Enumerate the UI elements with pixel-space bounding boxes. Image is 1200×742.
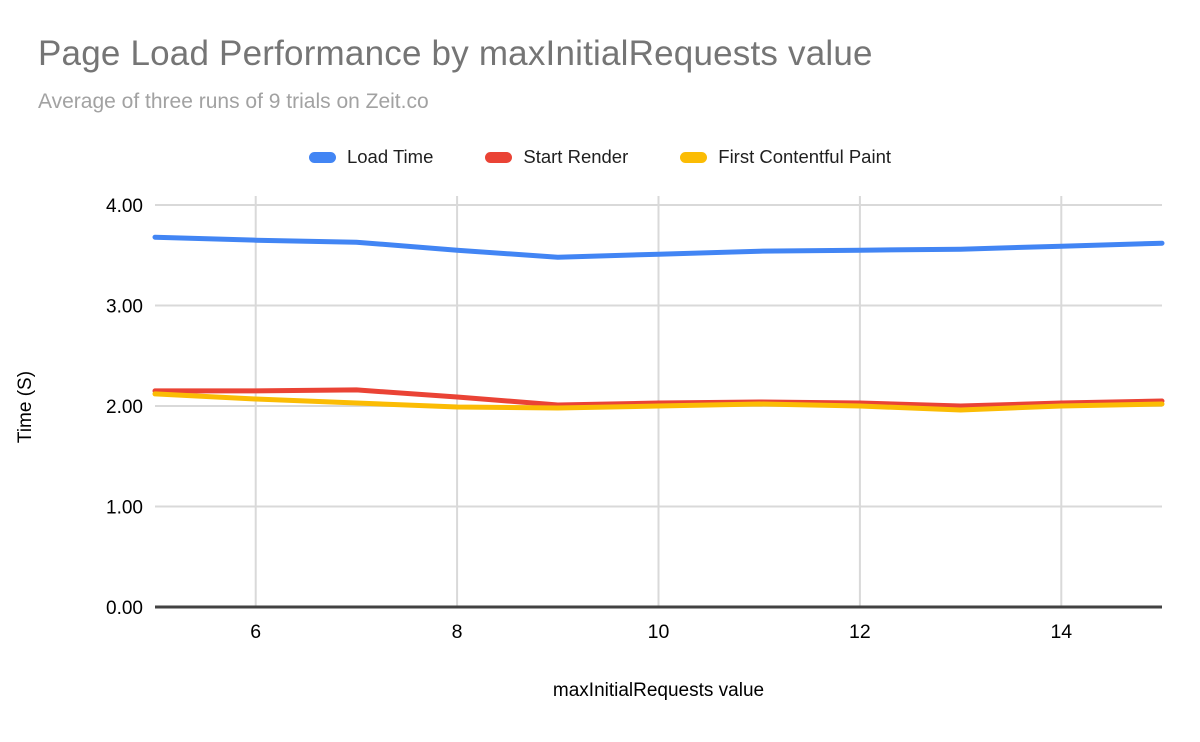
y-tick-label: 2.00 — [106, 397, 143, 418]
legend-swatch-icon — [485, 151, 513, 163]
y-tick-label: 4.00 — [106, 196, 143, 217]
y-tick-label: 1.00 — [106, 498, 143, 519]
y-tick-label: 3.00 — [106, 297, 143, 318]
legend-item-start-render: Start Render — [485, 146, 628, 168]
y-axis-title: Time (S) — [15, 370, 36, 444]
legend-label: First Contentful Paint — [718, 146, 892, 167]
y-tick-label: 0.00 — [106, 598, 143, 619]
legend-label: Start Render — [523, 146, 629, 167]
chart-title: Page Load Performance by maxInitialReque… — [38, 34, 873, 73]
legend-label: Load Time — [346, 146, 434, 167]
x-axis-title: maxInitialRequests value — [552, 680, 765, 701]
legend: Load Time Start Render First Contentful Pa… — [0, 143, 1200, 171]
legend-swatch-icon — [680, 151, 708, 163]
series-line-first-contentful-paint — [152, 391, 1165, 413]
legend-swatch-icon — [308, 151, 336, 163]
x-tick-label: 12 — [849, 621, 871, 643]
x-tick-label: 14 — [1050, 621, 1072, 643]
series-line-load-time — [152, 234, 1165, 260]
series-line-start-render — [152, 387, 1165, 409]
x-tick-label: 10 — [648, 621, 670, 643]
x-tick-label: 8 — [452, 621, 463, 643]
legend-item-load-time: Load Time — [308, 146, 434, 168]
x-tick-label: 6 — [250, 621, 261, 643]
legend-item-first-contentful-paint: First Contentful Paint — [680, 146, 891, 168]
chart-subtitle: Average of three runs of 9 trials on Zei… — [38, 90, 429, 113]
